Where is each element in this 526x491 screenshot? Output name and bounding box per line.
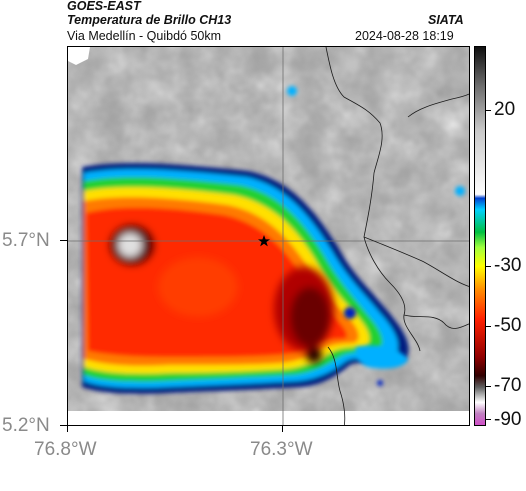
admin-boundaries (325, 47, 469, 425)
cb-tick-20 (486, 110, 491, 111)
lat-label-5-7: 5.7°N (2, 230, 50, 251)
lat-label-5-2: 5.2°N (2, 415, 50, 436)
cb-tick-minus90 (486, 419, 491, 420)
cb-label-minus70: -70 (494, 375, 522, 396)
no-data-patch (68, 47, 90, 65)
colorbar (474, 46, 486, 426)
cb-label-minus90: -90 (494, 409, 522, 430)
colorbar-gradient (475, 47, 485, 425)
convective-cores (110, 225, 334, 363)
no-data-strip (68, 411, 469, 425)
cb-label-minus50: -50 (494, 315, 522, 336)
lon-tick-76-3 (282, 426, 283, 432)
brightness-temperature-map (68, 47, 469, 425)
source-label: SIATA (428, 13, 464, 27)
cb-label-20: 20 (494, 99, 516, 120)
satellite-title: GOES-EAST (67, 0, 141, 13)
map-panel[interactable] (67, 46, 470, 426)
lon-tick-76-8 (67, 426, 68, 432)
cb-tick-minus30 (486, 266, 491, 267)
star-icon[interactable] (258, 235, 270, 247)
route-label: Via Medellín - Quibdó 50km (67, 29, 222, 43)
cb-tick-minus50 (486, 326, 491, 327)
isolated-cells (287, 86, 465, 386)
product-title: Temperatura de Brillo CH13 (67, 13, 232, 27)
lon-label-76-8: 76.8°W (34, 439, 97, 460)
cb-tick-minus70 (486, 386, 491, 387)
timestamp-label: 2024-08-28 18:19 (355, 29, 454, 43)
lat-tick-5-7 (60, 240, 67, 241)
lon-label-76-3: 76.3°W (250, 439, 313, 460)
lat-tick-5-2 (60, 425, 67, 426)
cb-label-minus30: -30 (494, 255, 522, 276)
